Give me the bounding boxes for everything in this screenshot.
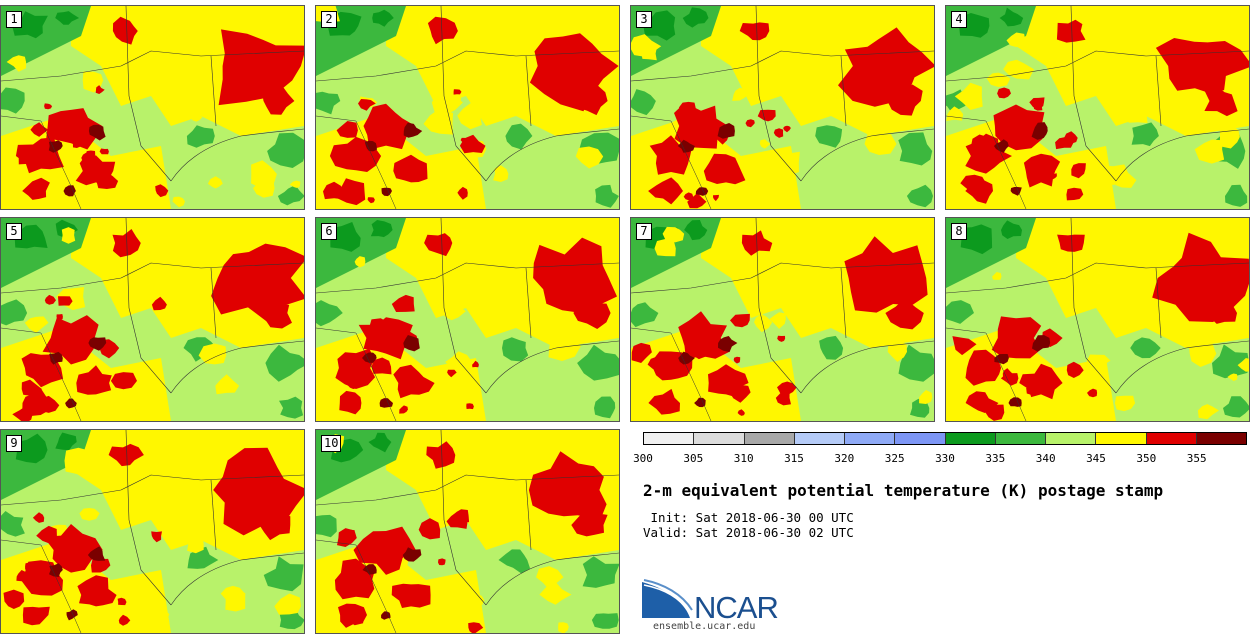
colorbar-tick-label: 345 <box>1086 452 1106 465</box>
colorbar-tick-label: 310 <box>733 452 754 465</box>
init-time: Init: Sat 2018-06-30 00 UTC <box>643 510 854 525</box>
panel-number: 9 <box>6 435 22 452</box>
colorbar-segment <box>794 433 845 444</box>
map-panel-2: 2 <box>315 5 620 210</box>
colorbar <box>643 432 1247 445</box>
colorbar-segment <box>744 433 795 444</box>
logo-url: ensemble.ucar.edu <box>653 621 756 632</box>
colorbar-segment <box>1196 433 1246 444</box>
map-panel-1: 1 <box>0 5 305 210</box>
ncar-logo: NCAR <box>642 578 792 626</box>
panel-number: 7 <box>636 223 652 240</box>
panel-number: 4 <box>951 11 967 28</box>
map-panel-7: 7 <box>630 217 935 422</box>
panel-number: 6 <box>321 223 337 240</box>
panel-number: 8 <box>951 223 967 240</box>
panel-number: 3 <box>636 11 652 28</box>
colorbar-tick-label: 300 <box>633 452 653 465</box>
colorbar-segment <box>1096 433 1147 444</box>
panel-number: 10 <box>321 435 342 452</box>
panel-number: 2 <box>321 11 337 28</box>
map-panel-4: 4 <box>945 5 1250 210</box>
map-panel-3: 3 <box>630 5 935 210</box>
colorbar-tick-label: 320 <box>834 452 855 465</box>
map-panel-5: 5 <box>0 217 305 422</box>
colorbar-segment <box>945 433 996 444</box>
valid-time: Valid: Sat 2018-06-30 02 UTC <box>643 525 854 540</box>
colorbar-tick-label: 335 <box>985 452 1006 465</box>
colorbar-tick-label: 305 <box>683 452 704 465</box>
panel-number: 1 <box>6 11 22 28</box>
colorbar-segment <box>694 433 745 444</box>
colorbar-tick-label: 315 <box>784 452 804 465</box>
colorbar-segment <box>845 433 896 444</box>
colorbar-tick-label: 325 <box>884 452 905 465</box>
colorbar-tick-label: 355 <box>1186 452 1207 465</box>
colorbar-segment <box>1146 433 1197 444</box>
map-panel-9: 9 <box>0 429 305 634</box>
colorbar-segment <box>995 433 1046 444</box>
figure-title: 2-m equivalent potential temperature (K)… <box>643 481 1164 500</box>
colorbar-tick-label: 330 <box>935 452 955 465</box>
colorbar-segment <box>644 433 695 444</box>
panel-number: 5 <box>6 223 22 240</box>
colorbar-segment <box>895 433 946 444</box>
map-panel-6: 6 <box>315 217 620 422</box>
logo-text: NCAR <box>694 590 778 622</box>
colorbar-tick-label: 350 <box>1136 452 1157 465</box>
colorbar-segment <box>1046 433 1097 444</box>
colorbar-tick-label: 340 <box>1035 452 1056 465</box>
map-panel-8: 8 <box>945 217 1250 422</box>
map-panel-10: 10 <box>315 429 620 634</box>
